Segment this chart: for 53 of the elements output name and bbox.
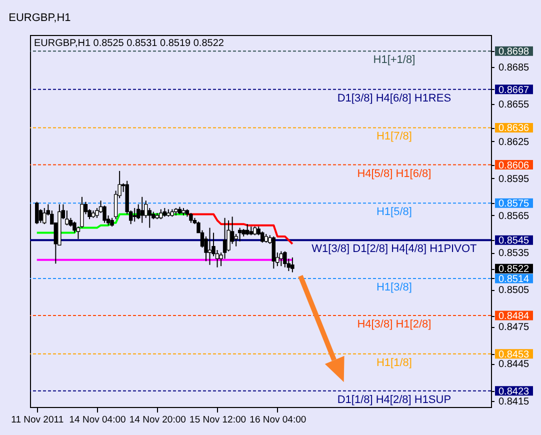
candlestick bbox=[283, 250, 287, 268]
candlestick bbox=[132, 208, 136, 222]
y-tick-label: 0.8522 bbox=[498, 264, 530, 276]
ref-line-label: D1[1/8] H4[2/8] H1SUP bbox=[337, 394, 452, 406]
y-tick-label: 0.8667 bbox=[498, 84, 530, 96]
ref-line-label: W1[3/8] D1[2/8] H4[4/8] H1PIVOT bbox=[312, 243, 477, 256]
x-tick-label: 14 Nov 20:00 bbox=[129, 414, 186, 426]
candlestick bbox=[65, 210, 69, 226]
ref-line-label: D1[3/8] H4[6/8] H1RES bbox=[337, 92, 452, 104]
candlestick bbox=[279, 250, 284, 267]
y-tick-label: 0.8453 bbox=[498, 349, 530, 360]
y-tick-label: 0.8606 bbox=[498, 160, 530, 172]
candlestick bbox=[148, 208, 152, 228]
ref-line-label: H4[3/8] H1[2/8] bbox=[357, 318, 432, 331]
y-tick-label: 0.8625 bbox=[498, 136, 530, 148]
candlestick bbox=[272, 236, 276, 270]
x-tick-label: 14 Nov 04:00 bbox=[69, 414, 126, 426]
ref-line-label: H1[3/8] bbox=[376, 281, 412, 294]
ref-line-label: H1[1/8] bbox=[376, 356, 412, 369]
y-tick-label: 0.8505 bbox=[498, 285, 530, 296]
candlestick bbox=[189, 212, 193, 224]
candlestick bbox=[159, 208, 163, 220]
y-tick-label: 0.8595 bbox=[498, 174, 530, 185]
ref-line-label: H1[+1/8] bbox=[373, 54, 416, 66]
y-tick-label: 0.8445 bbox=[498, 359, 530, 370]
y-tick-label: 0.8636 bbox=[498, 123, 530, 134]
y-tick-label: 0.8655 bbox=[498, 100, 530, 111]
y-tick-label: 0.8565 bbox=[498, 210, 530, 222]
y-tick-label: 0.8535 bbox=[498, 248, 530, 260]
candlestick bbox=[35, 201, 39, 225]
y-tick-label: 0.8698 bbox=[498, 46, 530, 58]
chart-title: EURGBP,H1 bbox=[8, 12, 71, 24]
annotation: EURGBP,H1 0.8525 0.8531 0.8519 0.8522 bbox=[34, 38, 224, 49]
x-tick-label: 15 Nov 12:00 bbox=[190, 414, 246, 426]
x-tick-label: 11 Nov 2011 bbox=[11, 414, 64, 426]
candlestick bbox=[208, 227, 212, 266]
ref-line-label: H4[5/8] H1[6/8] bbox=[357, 168, 432, 180]
candlestick bbox=[245, 224, 250, 236]
y-tick-label: 0.8475 bbox=[498, 322, 530, 334]
candlestick bbox=[290, 256, 294, 273]
candlestick bbox=[140, 196, 144, 224]
ref-line-label: H1[5/8] bbox=[376, 206, 412, 218]
candlestick bbox=[238, 227, 242, 242]
ref-line-label: H1[7/8] bbox=[376, 130, 412, 143]
x-tick-label: 16 Nov 04:00 bbox=[250, 414, 306, 426]
y-tick-label: 0.8545 bbox=[498, 236, 530, 247]
y-tick-label: 0.8514 bbox=[498, 274, 530, 285]
y-tick-label: 0.8423 bbox=[498, 386, 530, 398]
candlestick bbox=[42, 208, 46, 225]
y-tick-label: 0.8575 bbox=[498, 198, 530, 210]
y-tick-label: 0.8415 bbox=[498, 396, 530, 408]
y-tick-label: 0.8484 bbox=[498, 311, 530, 322]
y-tick-label: 0.8685 bbox=[498, 62, 530, 74]
